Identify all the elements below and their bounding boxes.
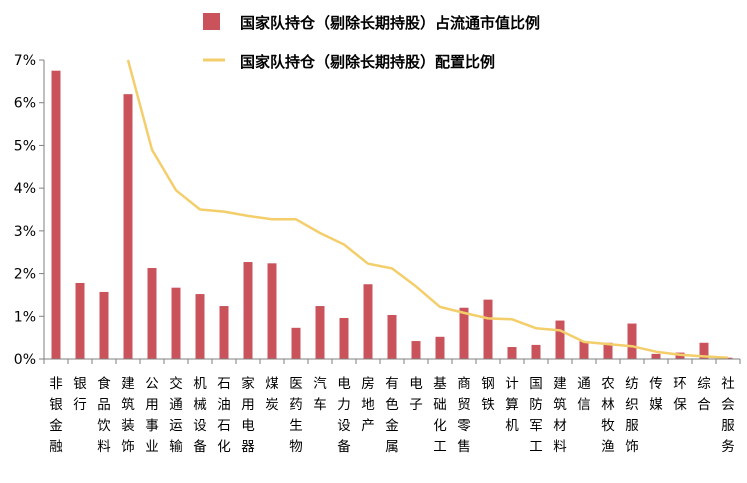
- bar: [627, 323, 637, 359]
- bar: [99, 291, 109, 359]
- bar: [219, 306, 229, 359]
- bar: [555, 320, 565, 359]
- bar: [315, 306, 325, 359]
- x-category-label: 综合: [697, 376, 711, 413]
- x-category-label: 电力设备: [337, 376, 351, 455]
- x-category-label: 交通运输: [169, 375, 183, 455]
- bar: [243, 262, 253, 359]
- bar: [507, 347, 517, 359]
- bar: [579, 341, 589, 359]
- x-category-label: 通信: [577, 376, 591, 413]
- line-path: [126, 59, 729, 359]
- x-category-label: 传媒: [649, 376, 663, 413]
- x-category-label: 煤炭: [265, 376, 279, 413]
- x-category-label: 电子: [409, 376, 423, 413]
- x-category-label: 公用事业: [145, 376, 159, 455]
- bar: [699, 342, 709, 359]
- legend-bar-label: 国家队持仓（剔除长期持股）占流通市值比例: [240, 14, 540, 32]
- bar: [531, 344, 541, 359]
- x-category-label: 建筑装饰: [121, 376, 135, 455]
- bar: [459, 307, 469, 359]
- bar: [123, 94, 133, 360]
- bar: [195, 294, 205, 359]
- x-category-label: 计算机: [505, 376, 519, 434]
- bar: [723, 357, 733, 359]
- y-axis: 0% 1% 2% 3% 4% 5% 6% 7%: [14, 53, 45, 368]
- x-category-label: 建筑材料: [553, 376, 567, 455]
- y-tick-label: 1%: [14, 309, 36, 325]
- y-tick-label: 6%: [14, 96, 36, 112]
- x-category-label: 医药生物: [289, 376, 303, 455]
- x-category-label: 基础化工: [433, 375, 447, 455]
- bar: [147, 268, 157, 359]
- bar: [291, 327, 301, 359]
- bar: [483, 299, 493, 359]
- y-tick-label: 2%: [14, 267, 36, 283]
- bar-series: [51, 70, 733, 360]
- x-category-label: 有色金属: [385, 376, 399, 455]
- bar: [411, 341, 421, 359]
- y-tick-label: 7%: [14, 53, 36, 69]
- x-category-label: 社会服务: [721, 376, 735, 455]
- y-tick-label: 5%: [14, 138, 36, 154]
- bar: [339, 317, 349, 359]
- bar: [171, 287, 181, 359]
- x-category-label: 房地产: [361, 376, 375, 434]
- bar: [51, 70, 61, 359]
- legend: 国家队持仓（剔除长期持股）占流通市值比例 国家队持仓（剔除长期持股）配置比例: [203, 13, 540, 71]
- x-category-label: 钢铁: [481, 376, 495, 413]
- x-axis: 非银金融银行食品饮料建筑装饰公用事业交通运输机械设备石油石化家用电器煤炭医药生物…: [43, 358, 741, 455]
- x-category-label: 国防军工: [529, 376, 543, 455]
- bar: [267, 263, 277, 359]
- bar: [75, 282, 85, 359]
- bar: [435, 336, 445, 359]
- x-category-label: 石油石化: [217, 376, 231, 455]
- y-tick-label: 3%: [14, 224, 36, 240]
- x-category-label: 商贸零售: [457, 376, 471, 455]
- bar: [603, 342, 613, 359]
- legend-line-label: 国家队持仓（剔除长期持股）配置比例: [240, 53, 495, 71]
- y-tick-label: 4%: [14, 181, 36, 197]
- x-category-label: 环保: [673, 376, 687, 413]
- x-category-label: 家用电器: [241, 375, 255, 455]
- bar: [651, 353, 661, 359]
- x-category-label: 银行: [73, 376, 87, 413]
- x-category-label: 汽车: [313, 376, 327, 413]
- bar: [387, 315, 397, 359]
- x-category-label: 机械设备: [193, 376, 207, 455]
- line-series: [126, 59, 729, 359]
- y-tick-label: 0%: [14, 352, 36, 368]
- x-category-label: 非银金融: [49, 376, 63, 455]
- x-category-label: 食品饮料: [97, 375, 111, 455]
- x-category-label: 农林牧渔: [601, 376, 615, 455]
- legend-bar-swatch: [203, 13, 220, 30]
- bar: [363, 284, 373, 359]
- x-category-label: 纺织服饰: [625, 376, 639, 455]
